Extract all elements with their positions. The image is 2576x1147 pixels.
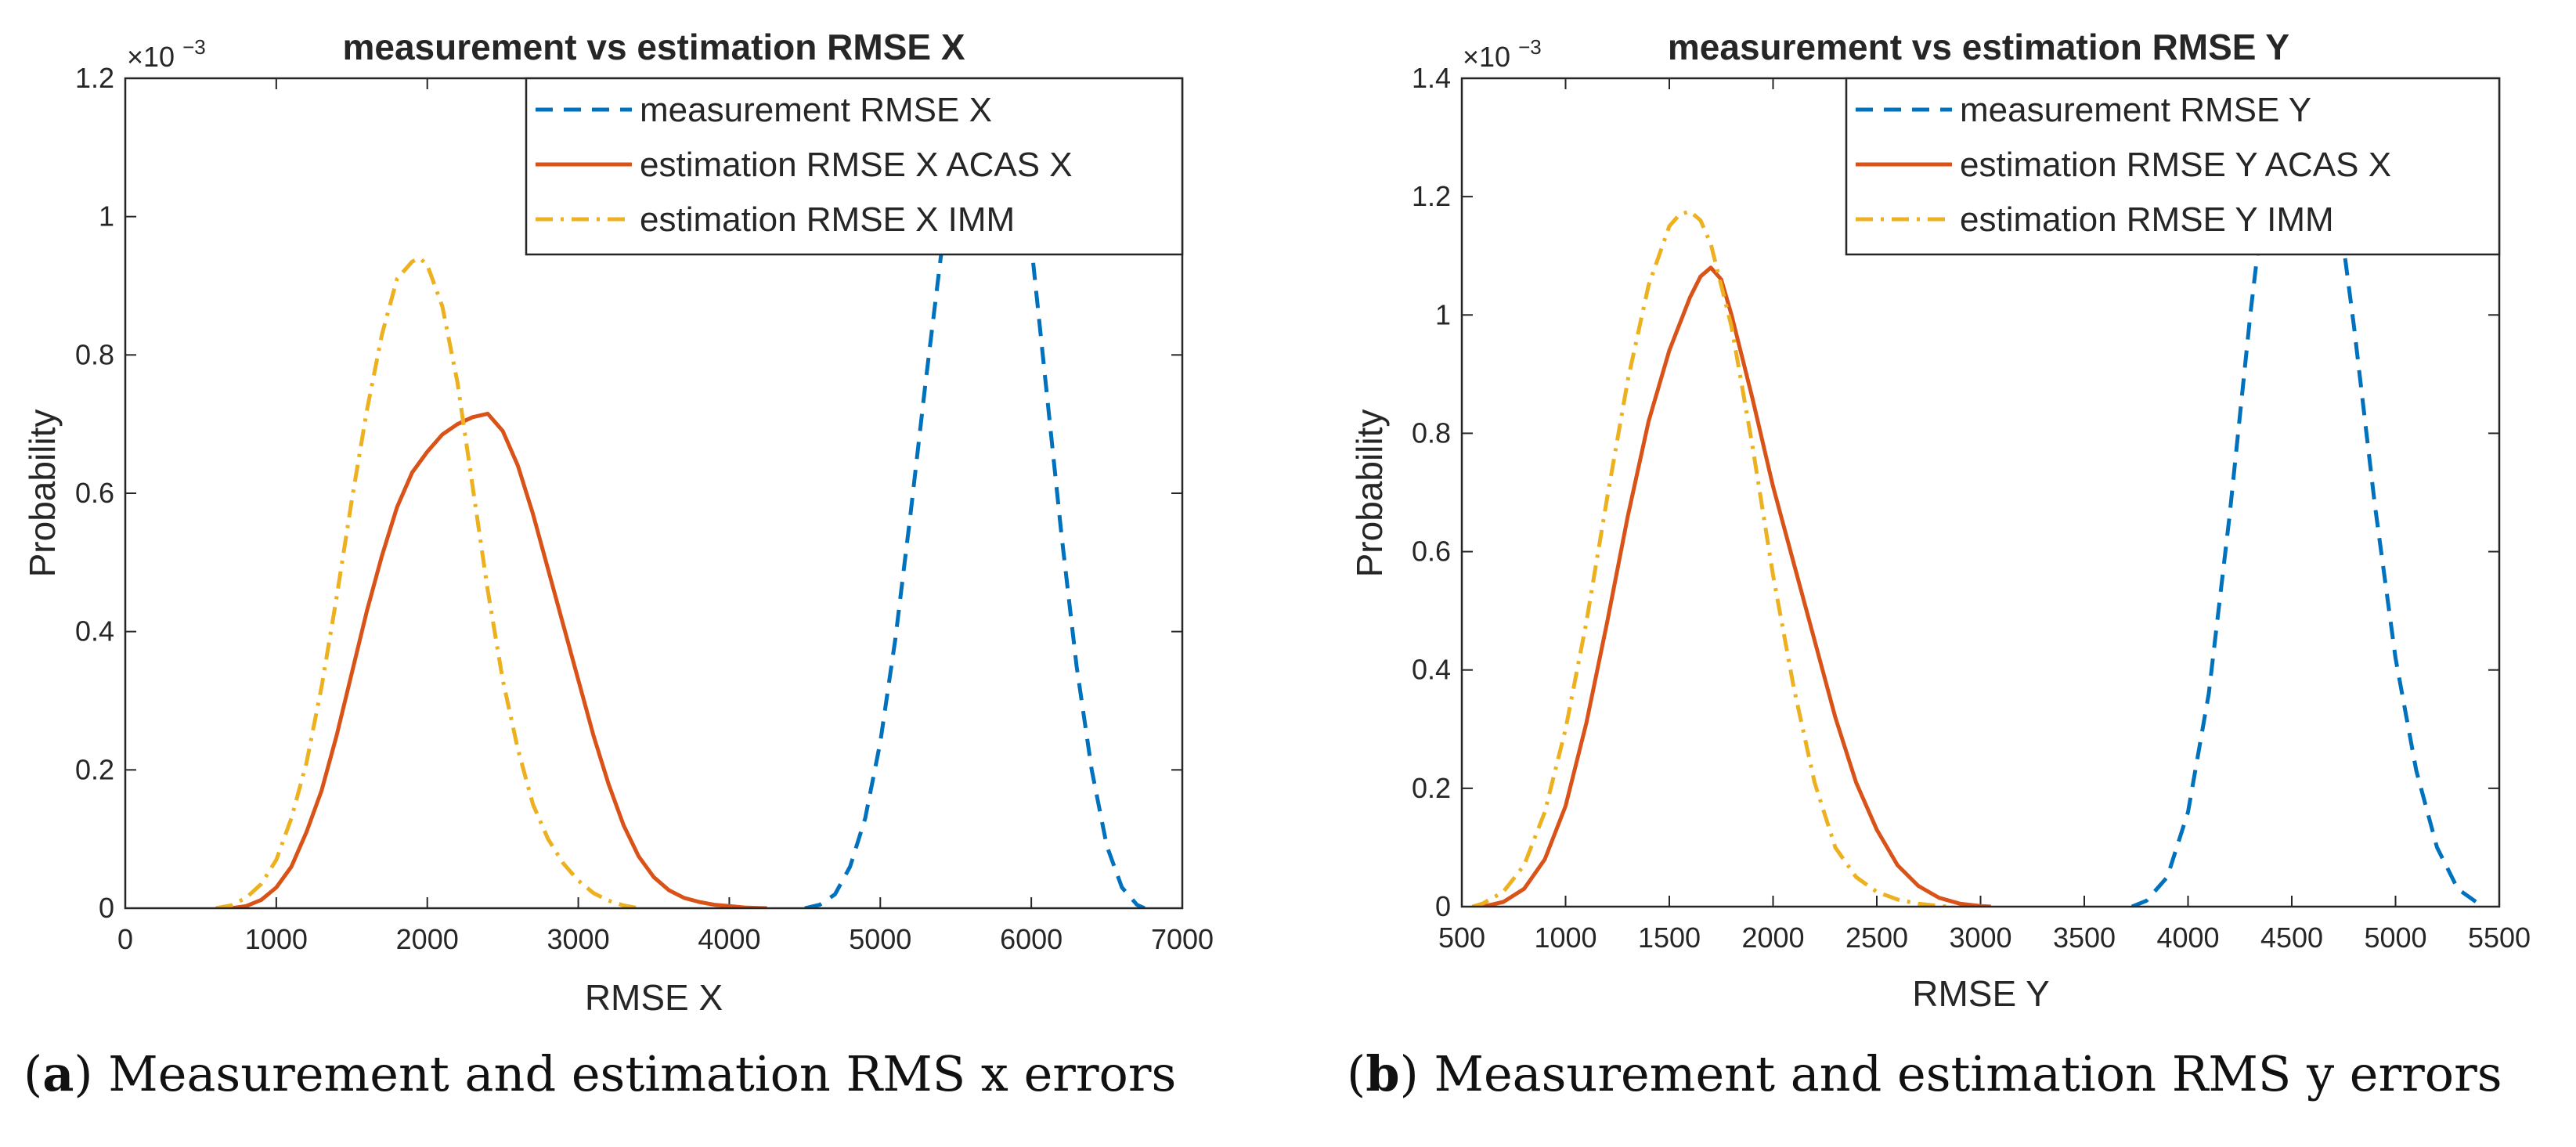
y-exponent-base: ×10 <box>127 41 175 73</box>
x-tick-label: 1500 <box>1638 922 1701 954</box>
legend-label: estimation RMSE Y IMM <box>1960 200 2334 239</box>
y-tick-label: 1.2 <box>1412 180 1451 212</box>
x-tick-label: 3000 <box>547 923 610 955</box>
series-line <box>804 78 1145 908</box>
y-exponent-label: ×10 −3 <box>127 35 206 73</box>
chart-title: measurement vs estimation RMSE X <box>342 27 965 67</box>
legend: measurement RMSE X estimation RMSE X ACAS… <box>525 77 1184 256</box>
series-line <box>1481 265 1991 907</box>
y-tick-label: 1.4 <box>1412 62 1451 94</box>
y-tick-label: 0.2 <box>75 753 114 785</box>
x-tick-label: 4500 <box>2260 922 2323 954</box>
x-tick-label: 5000 <box>2364 922 2426 954</box>
y-axis-label: Probability <box>22 409 63 578</box>
caption-label: a <box>42 1045 74 1102</box>
x-tick-label: 6000 <box>1000 923 1063 955</box>
y-tick-label: 0.8 <box>75 338 114 370</box>
series-line <box>1471 209 1950 907</box>
y-tick-label: 1.2 <box>75 62 114 94</box>
x-tick-label: 3500 <box>2053 922 2116 954</box>
y-tick-label: 0.2 <box>1412 772 1451 804</box>
y-tick-label: 1 <box>99 200 114 233</box>
chart-panel-b: measurement vs estimation RMSE Y ×10 −3 … <box>1349 27 2531 1014</box>
x-axis-label: RMSE X <box>585 977 723 1018</box>
axis-ticks: 0 1000 2000 3000 4000 5000 6000 7000 0 0.2 0.4 0.6 0… <box>75 62 1214 955</box>
legend-box <box>1845 77 2501 256</box>
x-tick-label: 4000 <box>2156 922 2219 954</box>
y-axis-label: Probability <box>1349 409 1390 578</box>
legend-label: estimation RMSE X ACAS X <box>640 146 1073 184</box>
x-tick-label: 1000 <box>245 923 308 955</box>
series-lines <box>215 78 1145 908</box>
x-tick-label: 5500 <box>2468 922 2531 954</box>
x-tick-label: 0 <box>117 923 133 955</box>
x-tick-label: 2000 <box>1741 922 1804 954</box>
caption-b: (b) Measurement and estimation RMS y err… <box>1347 1045 2502 1102</box>
caption-text: Measurement and estimation RMS y errors <box>1434 1045 2502 1102</box>
y-exponent-power: −3 <box>182 35 206 59</box>
x-tick-label: 7000 <box>1151 923 1214 955</box>
y-tick-label: 0 <box>1435 890 1451 922</box>
x-tick-label: 2500 <box>1845 922 1908 954</box>
x-tick-label: 500 <box>1438 922 1485 954</box>
y-tick-label: 0 <box>99 892 114 924</box>
x-tick-label: 1000 <box>1534 922 1596 954</box>
series-lines <box>1471 78 2486 907</box>
y-tick-label: 1 <box>1435 298 1451 330</box>
y-exponent-power: −3 <box>1518 35 1542 59</box>
y-tick-label: 0.4 <box>75 615 114 647</box>
series-line <box>230 411 767 908</box>
series-line <box>215 256 640 908</box>
y-tick-label: 0.6 <box>75 477 114 509</box>
x-tick-label: 2000 <box>396 923 459 955</box>
legend-box <box>525 77 1184 256</box>
y-tick-label: 0.8 <box>1412 417 1451 449</box>
x-tick-label: 3000 <box>1949 922 2011 954</box>
caption-a: (a) Measurement and estimation RMS x err… <box>23 1045 1177 1102</box>
y-tick-label: 0.4 <box>1412 654 1451 686</box>
x-axis-label: RMSE Y <box>1912 973 2050 1014</box>
y-exponent-base: ×10 <box>1463 41 1510 73</box>
x-tick-label: 5000 <box>849 923 911 955</box>
caption-text: Measurement and estimation RMS x errors <box>108 1045 1177 1102</box>
legend-label: measurement RMSE X <box>640 91 992 129</box>
legend-label: estimation RMSE X IMM <box>640 200 1015 239</box>
chart-panel-a: measurement vs estimation RMSE X ×10 −3 … <box>22 27 1214 1018</box>
legend-label: measurement RMSE Y <box>1960 91 2311 129</box>
chart-title: measurement vs estimation RMSE Y <box>1668 27 2289 67</box>
y-exponent-label: ×10 −3 <box>1463 35 1542 73</box>
y-tick-label: 0.6 <box>1412 536 1451 568</box>
caption-label: b <box>1366 1045 1400 1102</box>
x-tick-label: 4000 <box>698 923 760 955</box>
series-line <box>2130 78 2486 907</box>
legend: measurement RMSE Y estimation RMSE Y ACAS… <box>1845 77 2501 256</box>
legend-label: estimation RMSE Y ACAS X <box>1960 146 2391 184</box>
